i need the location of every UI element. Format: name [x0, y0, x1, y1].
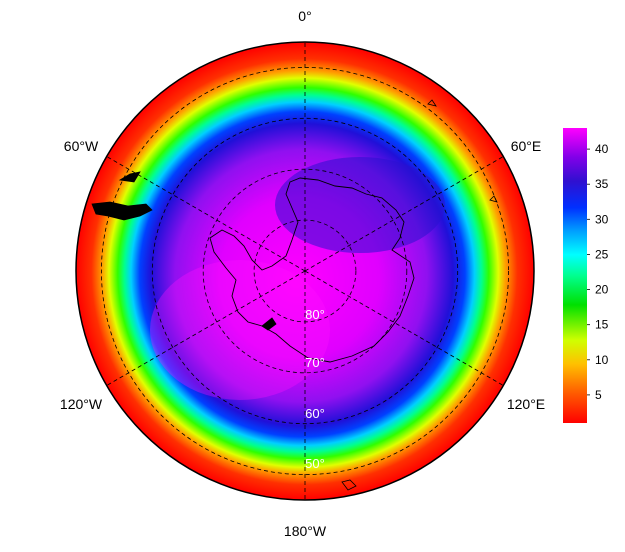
south-america-tip	[91, 171, 153, 221]
antarctica-coastline	[209, 177, 415, 363]
lon-label-60e: 60°E	[511, 138, 542, 154]
lon-label-180w: 180°W	[284, 523, 327, 539]
data-field-lobe	[275, 157, 445, 253]
lat-label-80: 80°	[305, 307, 325, 322]
colorbar-tick-label: 15	[595, 318, 609, 332]
graticule-meridian-60	[304, 156, 504, 272]
colorbar-tick-label: 20	[595, 283, 609, 297]
lat-label-70: 70°	[305, 355, 325, 370]
lon-label-120w: 120°W	[60, 396, 103, 412]
graticule-meridian-300	[106, 156, 306, 272]
graticule-meridian-120	[304, 270, 504, 386]
colorbar-tick-label: 40	[595, 142, 609, 156]
lat-label-60: 60°	[305, 406, 325, 421]
colorbar-ramp	[563, 128, 587, 423]
lon-label-0: 0°	[298, 8, 311, 24]
data-field-maximum	[150, 260, 330, 400]
colorbar-ticks: 5 10 15 20 25 30 35 40	[587, 142, 609, 402]
map-boundary	[75, 41, 535, 501]
colorbar-tick-label: 35	[595, 177, 609, 191]
lon-label-120e: 120°E	[507, 396, 545, 412]
colorbar-tick-label: 30	[595, 212, 609, 226]
colorbar: 5 10 15 20 25 30 35 40	[563, 128, 609, 423]
graticule-lat-60	[151, 117, 459, 425]
lon-label-60w: 60°W	[64, 138, 99, 154]
ross-ice-shelf-outline	[261, 317, 277, 331]
colorbar-tick-label: 5	[595, 388, 602, 402]
graticule	[100, 42, 510, 500]
colorbar-tick-label: 25	[595, 247, 609, 261]
graticule-meridian-240	[106, 270, 306, 386]
colorbar-tick-label: 10	[595, 353, 609, 367]
lat-label-50: 50°	[305, 456, 325, 471]
